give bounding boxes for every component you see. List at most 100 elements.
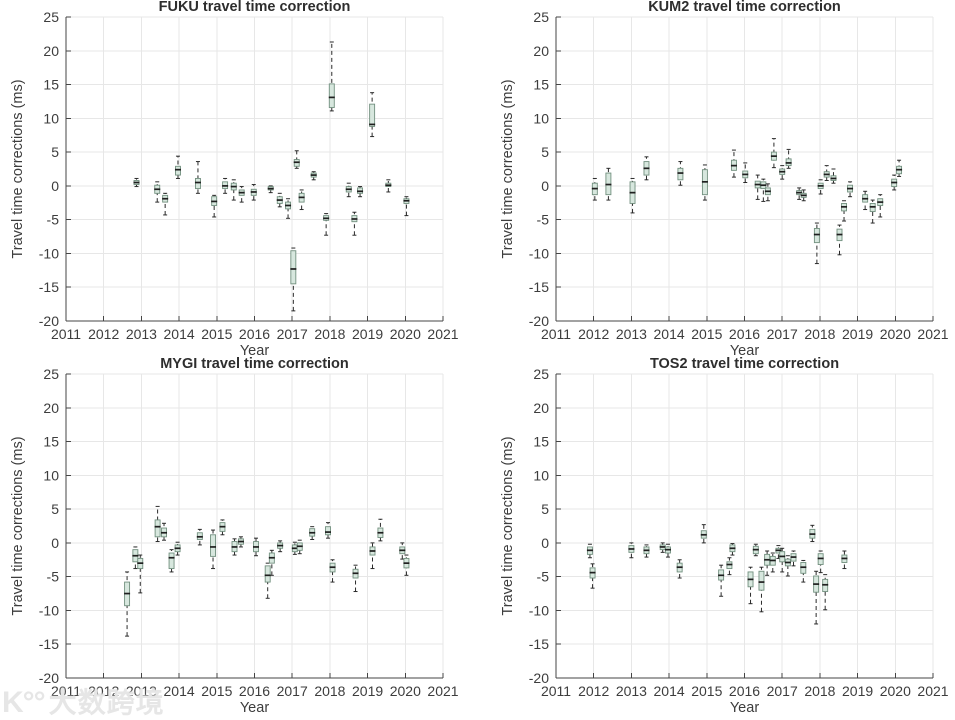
y-tick-label: -10: [529, 245, 549, 261]
y-tick-label: 10: [43, 110, 59, 126]
y-tick-label: 10: [43, 467, 59, 483]
x-tick-label: 2018: [804, 326, 835, 342]
boxplot-marker: [137, 554, 144, 594]
boxplot-marker: [779, 165, 786, 180]
boxplot-marker: [385, 179, 392, 193]
boxplot-marker: [677, 161, 684, 186]
boxplot-marker: [841, 200, 848, 222]
x-tick-label: 2014: [654, 683, 685, 699]
y-tick-label: 15: [533, 434, 549, 450]
x-tick-label: 2015: [201, 683, 232, 699]
x-tick-label: 2016: [729, 683, 760, 699]
x-tick-label: 2013: [126, 326, 157, 342]
x-tick-label: 2013: [126, 683, 157, 699]
y-tick-label: -10: [39, 602, 59, 618]
boxplot-marker: [345, 182, 352, 198]
boxplot-marker: [862, 190, 869, 211]
boxplot-marker: [817, 550, 824, 574]
boxplot-marker: [403, 196, 410, 217]
y-tick-label: 25: [533, 366, 549, 382]
boxplot-marker: [328, 41, 335, 112]
x-tick-label: 2016: [239, 683, 270, 699]
boxplot-marker: [822, 574, 829, 611]
y-tick-label: 10: [533, 467, 549, 483]
iqr-box: [758, 570, 765, 591]
boxplot-marker: [238, 186, 245, 203]
boxplot-marker: [796, 187, 803, 200]
iqr-box: [813, 227, 820, 244]
boxplot-marker: [800, 559, 807, 583]
boxplot-marker: [877, 194, 884, 218]
boxplot-marker: [210, 529, 217, 570]
boxplot-marker: [268, 549, 275, 576]
boxplot-marker: [276, 192, 283, 208]
boxplot-marker: [754, 174, 761, 200]
boxplot-marker: [779, 547, 786, 573]
x-axis-label: Year: [730, 343, 759, 359]
x-tick-label: 2017: [767, 683, 798, 699]
x-tick-label: 2021: [917, 683, 948, 699]
y-tick-label: -15: [39, 279, 59, 295]
x-tick-label: 2014: [164, 326, 195, 342]
y-tick-label: -20: [39, 670, 59, 686]
boxplot-marker: [841, 550, 848, 570]
y-tick-label: 25: [533, 9, 549, 25]
x-tick-label: 2020: [390, 326, 421, 342]
boxplot-marker: [591, 177, 598, 201]
x-tick-label: 2019: [842, 326, 873, 342]
boxplot-marker: [726, 557, 733, 576]
y-axis-label: Travel time corrections (ms): [10, 79, 26, 258]
x-tick-label: 2012: [578, 683, 609, 699]
y-tick-label: 20: [43, 43, 59, 59]
boxplot-marker: [325, 522, 332, 539]
boxplot-marker: [132, 546, 139, 570]
boxplot-marker: [196, 528, 203, 546]
y-tick-label: -20: [529, 313, 549, 329]
boxplot-marker: [296, 539, 303, 555]
boxplot-marker: [742, 162, 749, 184]
x-tick-label: 2020: [390, 683, 421, 699]
boxplot-marker: [323, 213, 330, 236]
boxplot-marker: [817, 179, 824, 195]
y-tick-label: -20: [39, 313, 59, 329]
iqr-box: [175, 165, 181, 176]
y-tick-label: 5: [51, 501, 59, 517]
boxplot-marker: [154, 181, 161, 203]
x-tick-label: 2015: [201, 326, 232, 342]
y-tick-label: -5: [47, 569, 60, 585]
boxplot-marker: [174, 155, 181, 179]
iqr-box: [194, 178, 201, 190]
boxplot-marker: [403, 554, 410, 576]
y-tick-label: 0: [51, 535, 59, 551]
boxplot-marker: [809, 524, 816, 543]
iqr-box: [154, 519, 161, 538]
y-tick-label: -10: [39, 245, 59, 261]
boxplot-marker: [377, 518, 384, 542]
boxplot-marker: [643, 156, 650, 181]
boxplot-marker: [329, 559, 336, 583]
boxplot-marker: [352, 564, 359, 593]
y-axis-label: Travel time corrections (ms): [10, 436, 26, 615]
subplot-mygi: 2011 2012 2013 2014 2015 2016 2017 2018 2019 2020…: [10, 356, 459, 716]
y-tick-label: 0: [541, 178, 549, 194]
y-tick-label: 20: [43, 400, 59, 416]
boxplot-marker: [237, 536, 244, 548]
boxplot-marker: [629, 177, 636, 214]
boxplot-marker: [211, 194, 218, 218]
y-tick-label: -10: [529, 602, 549, 618]
x-tick-label: 2012: [578, 326, 609, 342]
boxplot-marker: [823, 165, 830, 181]
boxplot-marker: [729, 543, 736, 556]
x-axis-label: Year: [240, 343, 269, 359]
x-tick-label: 2021: [427, 683, 458, 699]
boxplot-marker: [369, 542, 376, 570]
iqr-box: [210, 534, 216, 557]
boxplot-marker: [896, 159, 903, 177]
boxplot-marker: [277, 540, 284, 553]
x-tick-label: 2021: [917, 326, 948, 342]
boxplot-marker: [154, 505, 161, 543]
iqr-box: [328, 83, 335, 108]
x-tick-label: 2014: [654, 326, 685, 342]
x-tick-label: 2011: [51, 683, 81, 699]
